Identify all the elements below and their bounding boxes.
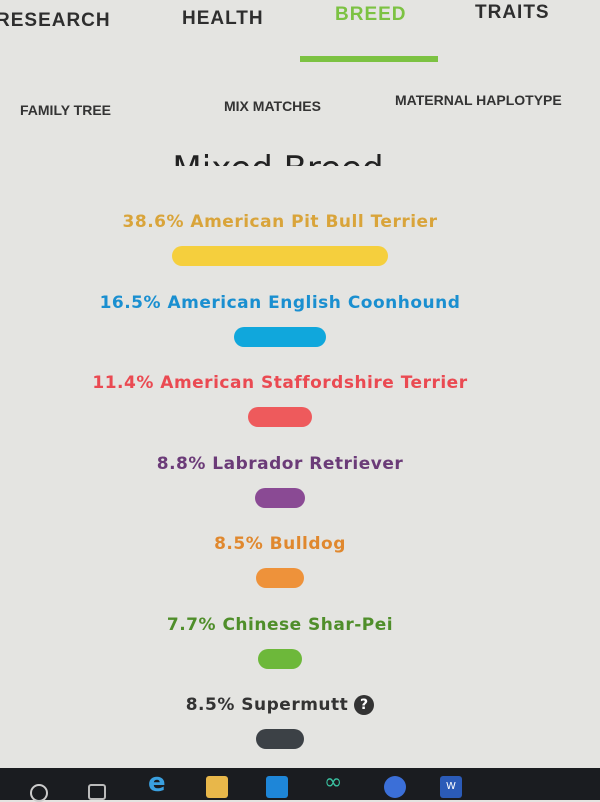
breed-label-text: 8.5% Supermutt xyxy=(185,695,349,715)
tab-health[interactable]: HEALTH xyxy=(182,8,264,29)
subtab-mix-matches[interactable]: MIX MATCHES xyxy=(224,98,321,114)
breed-label-text: 38.6% American Pit Bull Terrier xyxy=(122,212,438,232)
breed-row: 8.8% Labrador Retriever xyxy=(0,454,560,508)
main-tabs: RESEARCH HEALTH BREED TRAITS xyxy=(0,0,600,70)
task-view-icon[interactable] xyxy=(88,784,106,800)
mail-icon[interactable] xyxy=(266,776,288,798)
breed-row: 38.6% American Pit Bull Terrier xyxy=(0,212,560,266)
tab-traits[interactable]: TRAITS xyxy=(475,2,550,23)
breed-row: 11.4% American Staffordshire Terrier xyxy=(0,373,560,427)
search-icon[interactable] xyxy=(30,784,48,802)
tab-research[interactable]: RESEARCH xyxy=(0,10,111,31)
breed-bar xyxy=(255,487,305,508)
breed-label: 38.6% American Pit Bull Terrier xyxy=(0,212,560,232)
tab-breed[interactable]: BREED xyxy=(335,4,407,25)
breed-label: 8.5% Bulldog xyxy=(0,534,560,554)
breed-label-text: 16.5% American English Coonhound xyxy=(99,292,461,313)
page-title: Mixed Breed xyxy=(0,126,556,166)
chrome-icon[interactable] xyxy=(384,776,406,798)
breed-label: 8.8% Labrador Retriever xyxy=(0,454,560,474)
breed-label-text: 7.7% Chinese Shar-Pei xyxy=(166,614,394,635)
help-icon[interactable]: ? xyxy=(354,695,375,715)
breed-label-text: 8.8% Labrador Retriever xyxy=(156,453,404,474)
breed-row: 8.5% Supermutt? xyxy=(0,695,560,749)
breed-bar xyxy=(258,648,302,669)
breed-bar xyxy=(256,729,304,749)
breed-bar xyxy=(248,407,312,427)
breed-label-text: 11.4% American Staffordshire Terrier xyxy=(92,373,468,393)
breed-bar xyxy=(233,326,327,347)
active-tab-indicator xyxy=(300,56,438,62)
breed-label-text: 8.5% Bulldog xyxy=(214,534,346,554)
subtab-maternal-haplotype[interactable]: MATERNAL HAPLOTYPE xyxy=(395,92,562,108)
breed-bar xyxy=(256,568,304,588)
breed-label: 8.5% Supermutt? xyxy=(0,695,560,715)
file-explorer-icon[interactable] xyxy=(206,776,228,798)
edge-icon[interactable]: e xyxy=(148,768,166,798)
subtab-family-tree[interactable]: FAMILY TREE xyxy=(20,102,112,118)
breed-bar xyxy=(171,246,389,266)
breed-label: 16.5% American English Coonhound xyxy=(0,293,560,313)
breed-row: 7.7% Chinese Shar-Pei xyxy=(0,615,560,669)
taskbar: e ∞ W xyxy=(0,768,600,802)
breed-row: 8.5% Bulldog xyxy=(0,534,560,588)
breed-label: 7.7% Chinese Shar-Pei xyxy=(0,615,560,635)
word-icon[interactable]: W xyxy=(440,776,462,798)
breed-label: 11.4% American Staffordshire Terrier xyxy=(0,373,560,393)
breed-row: 16.5% American English Coonhound xyxy=(0,293,560,347)
infinity-app-icon[interactable]: ∞ xyxy=(324,770,343,795)
